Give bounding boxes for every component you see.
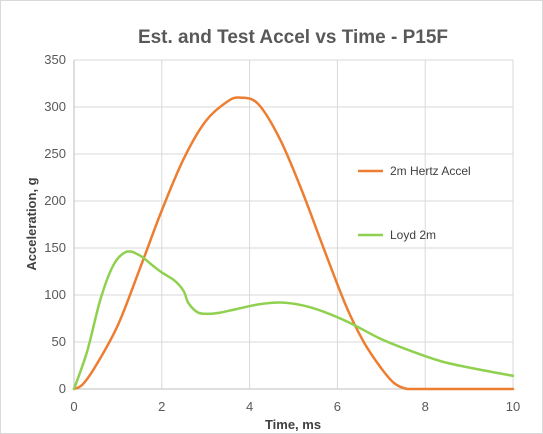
y-tick-label: 300 — [44, 99, 66, 114]
legend-entry: 2m Hertz Accel — [358, 164, 471, 178]
x-tick-label: 6 — [334, 399, 341, 414]
x-tick-label: 0 — [70, 399, 77, 414]
legend-label: Loyd 2m — [390, 228, 436, 242]
x-tick-label: 2 — [158, 399, 165, 414]
x-tick-label: 10 — [506, 399, 520, 414]
gridlines — [74, 59, 514, 389]
axes — [73, 60, 513, 390]
y-tick-label: 100 — [44, 287, 66, 302]
y-tick-label: 0 — [59, 381, 66, 396]
series-line-loyd-2m — [72, 250, 515, 391]
chart-title: Est. and Test Accel vs Time - P15F — [138, 27, 448, 48]
x-tick-label: 8 — [422, 399, 429, 414]
legend-label: 2m Hertz Accel — [390, 164, 471, 178]
x-tick-label: 4 — [246, 399, 253, 414]
y-tick-label: 200 — [44, 193, 66, 208]
legend-entry: Loyd 2m — [358, 228, 436, 242]
x-axis-title: Time, ms — [265, 417, 321, 432]
y-tick-label: 50 — [52, 334, 66, 349]
series-lines — [72, 96, 515, 391]
y-axis-title: Acceleration, g — [24, 177, 39, 270]
y-tick-label: 250 — [44, 146, 66, 161]
series-line-2m-hertz-accel — [72, 96, 515, 391]
tick-labels: 0 50 100 150 200 250 300 350 0 2 4 6 8 10 — [44, 52, 520, 414]
y-tick-label: 350 — [44, 52, 66, 67]
y-tick-label: 150 — [44, 240, 66, 255]
legend: 2m Hertz Accel Loyd 2m — [358, 164, 471, 242]
